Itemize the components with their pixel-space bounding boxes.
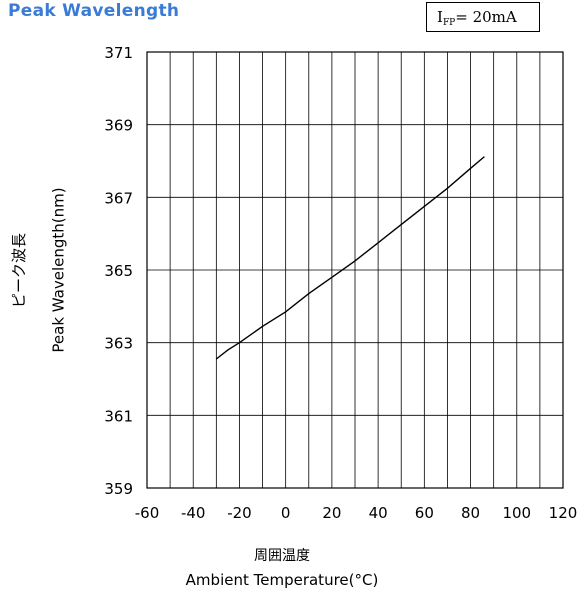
grid-lines [147,52,563,488]
x-tick-label: 40 [369,504,388,522]
y-tick-label: 371 [104,44,133,62]
x-tick-label: -20 [227,504,252,522]
series-line [215,156,485,360]
condition-prefix: I [437,8,443,26]
y-tick-label: 359 [104,480,133,498]
x-tick-label: -40 [181,504,206,522]
x-tick-label: 20 [322,504,341,522]
chart-title: Peak Wavelength [8,1,180,21]
y-tick-labels: 359 361 363 365 367 369 371 [104,44,133,498]
condition-subscript: FP [442,18,456,28]
test-condition-box: IFP= 20mA [426,2,540,32]
x-tick-label: 100 [502,504,531,522]
y-tick-label: 361 [104,407,133,425]
x-axis-label-ja: 周囲温度 [254,548,310,564]
condition-value: = 20mA [455,8,517,26]
x-tick-label: 120 [549,504,578,522]
y-axis-label: Peak Wavelength(nm) [49,187,68,353]
x-axis-label: Ambient Temperature(°C) [185,571,379,589]
y-tick-label: 367 [104,189,133,207]
plot-frame [146,51,564,489]
x-tick-label: 0 [281,504,291,522]
x-tick-labels: -60 -40 -20 0 20 40 60 80 100 120 [135,504,578,522]
x-tick-label: -60 [135,504,160,522]
y-tick-label: 365 [104,262,133,280]
y-tick-label: 363 [104,335,133,353]
y-axis-label-ja: ピーク波長 [9,232,28,308]
x-tick-label: 80 [461,504,480,522]
y-tick-label: 369 [104,117,133,135]
x-tick-label: 60 [415,504,434,522]
